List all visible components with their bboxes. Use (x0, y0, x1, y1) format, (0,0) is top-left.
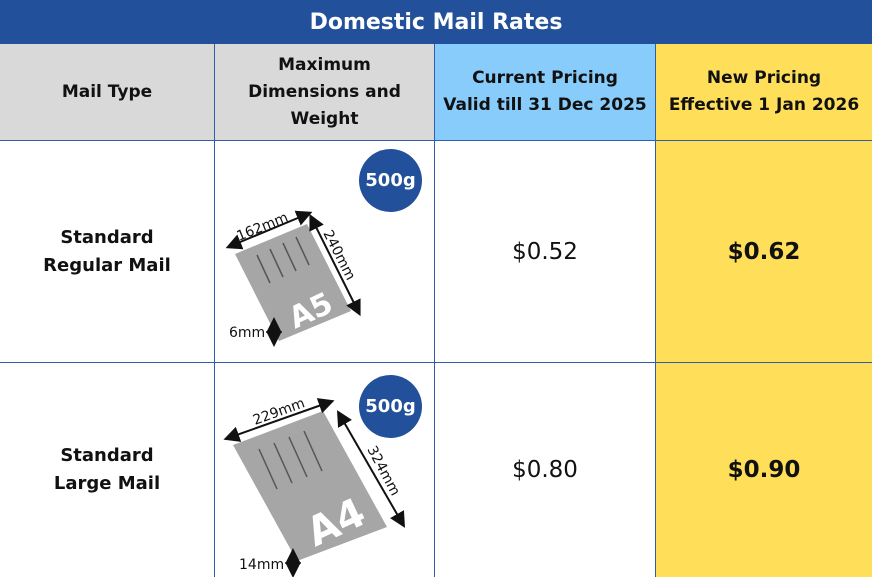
mail-type-line1: Standard (60, 445, 154, 466)
length-arrow (309, 213, 361, 317)
width-arrow (225, 210, 313, 250)
header-new-line1: New Pricing (706, 68, 822, 88)
row-large-dimensions: 500g A4 229mm 324mm 14mm (215, 363, 435, 577)
mail-type-line2: Large Mail (53, 473, 161, 494)
current-price-regular: $0.52 (435, 141, 656, 363)
new-price-large: $0.90 (656, 363, 872, 577)
thickness-label: 14mm (239, 557, 284, 573)
row-large-mail-type: Standard Large Mail (0, 363, 215, 577)
mail-type-line2: Regular Mail (43, 254, 171, 276)
a5-paper-diagram: A5 162mm 240mm 6mm (225, 210, 361, 347)
header-current-line2: Valid till 31 Dec 2025 (443, 95, 647, 115)
paper-line (258, 448, 278, 490)
row-regular-mail-type: Standard Regular Mail (0, 141, 215, 363)
weight-badge: 500g (359, 149, 422, 212)
paper-line (273, 442, 293, 484)
thickness-label: 6mm (229, 325, 265, 341)
current-price-large: $0.80 (435, 363, 656, 577)
paper-line (269, 248, 284, 278)
header-current-line1: Current Pricing (472, 68, 618, 88)
new-price-regular: $0.62 (656, 141, 872, 363)
header-dimensions: Maximum Dimensions and Weight (215, 44, 435, 141)
width-arrow (223, 398, 335, 442)
mail-type-line1: Standard (60, 226, 154, 248)
header-mail-type: Mail Type (0, 44, 215, 141)
a4-paper-diagram: A4 229mm 324mm 14mm (223, 395, 405, 577)
length-arrow (337, 410, 405, 528)
paper-line (288, 436, 308, 478)
table-title: Domestic Mail Rates (0, 0, 872, 44)
header-new-pricing: New Pricing Effective 1 Jan 2026 (656, 44, 872, 141)
row-regular-dimensions: 500g A5 162mm 240mm 6mm (215, 141, 435, 363)
header-new-line2: Effective 1 Jan 2026 (668, 95, 860, 115)
paper-line (256, 254, 271, 284)
header-current-pricing: Current Pricing Valid till 31 Dec 2025 (435, 44, 656, 141)
